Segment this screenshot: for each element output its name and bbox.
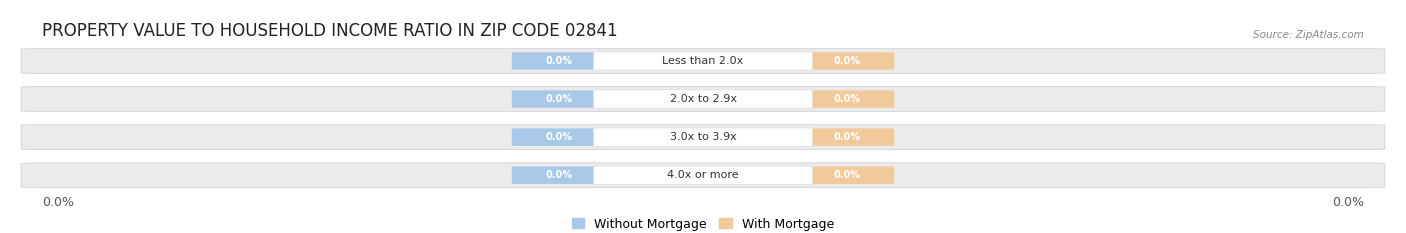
FancyBboxPatch shape xyxy=(593,166,813,184)
FancyBboxPatch shape xyxy=(800,128,894,146)
Text: 0.0%: 0.0% xyxy=(546,132,572,142)
Text: PROPERTY VALUE TO HOUSEHOLD INCOME RATIO IN ZIP CODE 02841: PROPERTY VALUE TO HOUSEHOLD INCOME RATIO… xyxy=(42,22,617,40)
Text: 3.0x to 3.9x: 3.0x to 3.9x xyxy=(669,132,737,142)
FancyBboxPatch shape xyxy=(800,166,894,184)
FancyBboxPatch shape xyxy=(593,128,813,146)
FancyBboxPatch shape xyxy=(512,52,606,70)
Text: Less than 2.0x: Less than 2.0x xyxy=(662,56,744,66)
FancyBboxPatch shape xyxy=(593,90,813,108)
Text: 4.0x or more: 4.0x or more xyxy=(668,170,738,180)
Text: 0.0%: 0.0% xyxy=(42,196,75,209)
FancyBboxPatch shape xyxy=(800,90,894,108)
Text: 0.0%: 0.0% xyxy=(834,94,860,104)
Text: Source: ZipAtlas.com: Source: ZipAtlas.com xyxy=(1253,30,1364,40)
FancyBboxPatch shape xyxy=(21,87,1385,111)
FancyBboxPatch shape xyxy=(21,125,1385,150)
Text: 2.0x to 2.9x: 2.0x to 2.9x xyxy=(669,94,737,104)
Text: 0.0%: 0.0% xyxy=(546,56,572,66)
FancyBboxPatch shape xyxy=(800,52,894,70)
FancyBboxPatch shape xyxy=(512,128,606,146)
Text: 0.0%: 0.0% xyxy=(546,170,572,180)
Legend: Without Mortgage, With Mortgage: Without Mortgage, With Mortgage xyxy=(567,212,839,233)
FancyBboxPatch shape xyxy=(512,166,606,184)
Text: 0.0%: 0.0% xyxy=(546,94,572,104)
FancyBboxPatch shape xyxy=(512,90,606,108)
FancyBboxPatch shape xyxy=(21,49,1385,73)
Text: 0.0%: 0.0% xyxy=(834,56,860,66)
Text: 0.0%: 0.0% xyxy=(834,170,860,180)
Text: 0.0%: 0.0% xyxy=(834,132,860,142)
FancyBboxPatch shape xyxy=(593,52,813,70)
FancyBboxPatch shape xyxy=(21,163,1385,188)
Text: 0.0%: 0.0% xyxy=(1331,196,1364,209)
